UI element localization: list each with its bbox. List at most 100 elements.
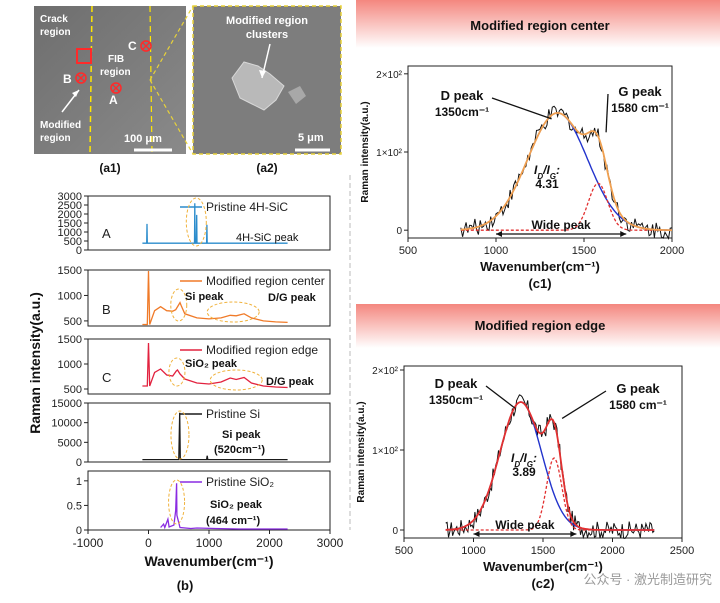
sem-image-a1 [34,6,186,154]
panel-a2: Modified region clusters 5 μm (a2) [192,5,342,175]
d-peak-arrow [491,97,552,120]
cumulative-fit-line [445,401,655,531]
x-tick-label: 2000 [256,536,283,550]
x-axis-label: Wavenumber(cm⁻¹) [480,259,600,274]
g-peak-fit-line [460,182,672,231]
cluster-title: Modified region [226,15,308,27]
y-tick-label: 500 [64,384,82,396]
panel-a1: Crack region FIB region C B A Modified r… [34,5,186,175]
cumulative-fit-line [460,111,672,232]
d-peak-arrow [485,385,516,409]
panel-c1-header: Modified region center [356,0,720,48]
y-tick-label: 0 [396,226,402,237]
peak-highlight [209,369,263,391]
annotation: (520cm⁻¹) [214,444,265,456]
modified_edge-spectrum-line [142,342,288,389]
fib-region-box [76,48,92,64]
peak-highlight [170,410,190,460]
watermark: 公众号 · 激光制造研究 [583,572,712,587]
pristine_4h-spectrum-line [142,203,288,244]
y-tick-label: 5000 [58,437,82,449]
crack-line [149,5,153,155]
point-c-marker [140,40,152,52]
legend-label: Pristine Si [206,407,260,421]
y-tick-label: 1500 [58,334,82,346]
x-tick-label: 1500 [531,545,555,557]
y-tick-label: 1000 [58,359,82,371]
point-b-label: B [63,72,72,86]
cluster-title: clusters [246,29,288,41]
legend-label: Pristine SiO₂ [206,475,274,489]
g-peak-label: G peak [618,84,662,99]
fib-region-label: region [100,67,131,78]
d-peak-value: 1350cm⁻¹ [429,393,483,407]
g-peak-label: G peak [616,381,660,396]
y-axis-label: Raman intensity(a.u.) [356,401,367,502]
g-peak-arrow [605,93,609,133]
legend-label: Modified region edge [206,343,318,357]
x-tick-label: 3000 [317,536,344,550]
panel-c2-header: Modified region edge [356,304,720,348]
y-tick-label: 2×10² [372,366,399,377]
ratio-value: 3.89 [512,465,536,479]
g-peak-value: 1580 cm⁻¹ [611,101,669,115]
y-axis-label: Raman intensity(a.u.) [27,292,43,434]
wide-peak-label: Wide peak [531,218,591,232]
annotation: Si peak [222,429,261,441]
y-tick-label: 3000 [58,191,82,203]
annotation: 4H-SiC peak [236,232,299,244]
caption-a2: (a2) [256,161,277,175]
point-c-label: C [128,39,137,53]
c2-header-title: Modified region edge [475,318,606,333]
crack-region-label: region [40,27,71,38]
y-tick-label: 1000 [58,227,82,239]
measured-spectrum-line [445,394,655,540]
peak-highlight [185,197,207,247]
x-tick-label: 2500 [670,545,694,557]
y-axis-label: Raman intensity(a.u.) [360,101,371,202]
y-tick-label: 500 [64,236,82,248]
annotation: D/G peak [266,376,315,388]
fib-region-label: FIB [108,54,124,65]
legend-label: Modified region center [206,274,325,288]
zoom-connector [149,5,194,155]
x-tick-label: 0 [145,536,152,550]
annotation: D/G peak [268,292,317,304]
annotation: Si peak [185,291,224,303]
y-tick-label: 0 [392,526,398,537]
y-tick-label: 2500 [58,200,82,212]
legend-label: Pristine 4H-SiC [206,200,288,214]
g-peak-arrow [561,390,607,419]
cluster-shape [288,86,306,104]
x-axis-label: Wavenumber(cm⁻¹) [144,553,273,569]
annotation: SiO₂ peak [185,358,238,370]
y-tick-label: 0 [76,525,82,537]
d-peak-fit-line [460,112,672,231]
y-tick-label: 1000 [58,290,82,302]
x-axis-label: Wavenumber(cm⁻¹) [483,559,603,574]
wide-peak-label: Wide peak [495,518,555,532]
y-tick-label: 2×10² [376,70,403,81]
subplot-frame [87,338,331,395]
x-tick-label: 1500 [572,245,596,257]
y-tick-label: 1 [76,476,82,488]
modified-region-label: region [40,133,71,144]
annotation: (464 cm⁻¹) [206,515,260,527]
y-tick-label: 0 [76,457,82,469]
y-tick-label: 10000 [51,418,82,430]
y-tick-label: 1500 [58,265,82,277]
y-tick-label: 2000 [58,209,82,221]
x-tick-label: -1000 [73,536,104,550]
x-tick-label: 1000 [484,245,508,257]
subplot-letter: B [102,302,111,317]
scale-bar-label: 100 μm [124,133,162,145]
pristine_sio2-spectrum-line [160,483,288,530]
x-tick-label: 500 [395,545,413,557]
annotation: SiO₂ peak [210,499,263,511]
x-tick-label: 1000 [196,536,223,550]
g-peak-value: 1580 cm⁻¹ [609,398,667,412]
d-peak-label: D peak [441,88,484,103]
x-tick-label: 1000 [461,545,485,557]
point-b-marker [75,72,87,84]
pristine_si-spectrum-line [142,412,288,461]
